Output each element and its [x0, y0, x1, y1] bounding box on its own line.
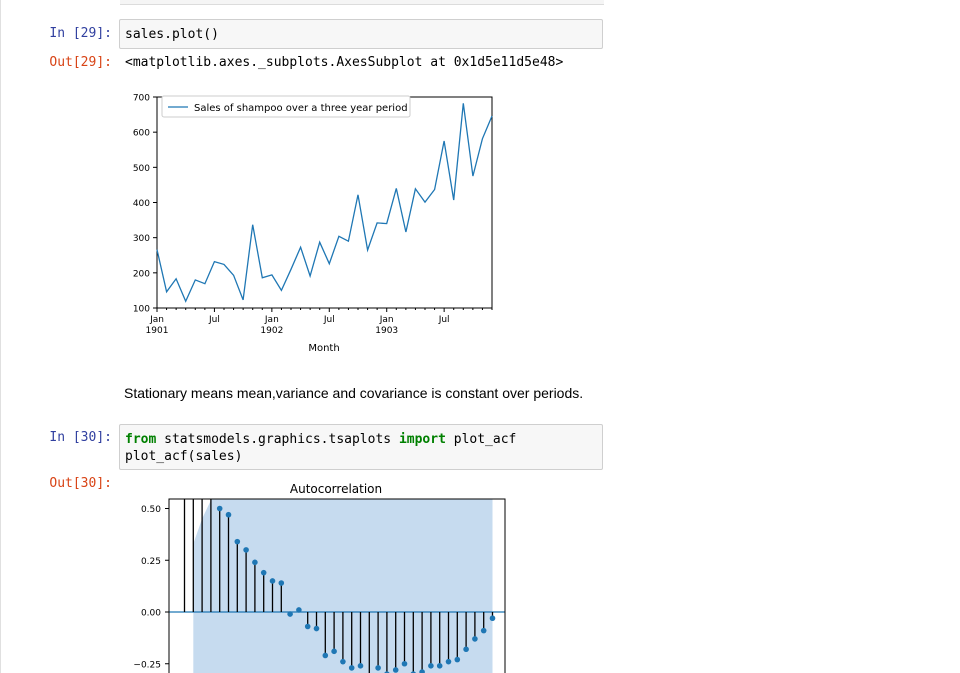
previous-cell-edge	[120, 0, 604, 5]
plot-area	[156, 96, 493, 309]
acf-marker	[472, 636, 478, 642]
acf-stem-chart: Autocorrelation 1.000.750.500.250.00−0.2…	[133, 482, 506, 673]
y-tick-label: 0.00	[141, 609, 161, 619]
x-tick-year: 1902	[260, 326, 283, 336]
legend: Sales of shampoo over a three year perio…	[161, 95, 411, 118]
acf-marker	[489, 615, 496, 622]
y-tick-label: 0.25	[141, 557, 161, 567]
acf-marker	[208, 485, 214, 491]
x-tick-label: Jan	[264, 315, 279, 325]
markdown-text: Stationary means mean,variance and covar…	[124, 385, 584, 401]
x-tick-label: Jan	[379, 315, 394, 325]
x-axis-label: Month	[308, 343, 339, 354]
y-tick-label: −0.25	[133, 660, 161, 670]
plot-area	[168, 498, 506, 673]
confidence-band	[193, 499, 493, 673]
acf-marker	[269, 578, 276, 584]
acf-marker	[304, 623, 311, 630]
acf-marker	[216, 505, 223, 512]
acf-marker	[428, 663, 434, 669]
import-name: plot_acf	[445, 432, 517, 447]
code-cell-30[interactable]: from statsmodels.graphics.tsaplots impor…	[119, 424, 603, 470]
code-line: sales.plot()	[125, 27, 219, 42]
in-prompt-30: In [30]:	[49, 430, 112, 445]
code-line-1: from statsmodels.graphics.tsaplots impor…	[125, 431, 602, 448]
y-tick-label: 100	[133, 305, 150, 315]
code-cell-29[interactable]: sales.plot()	[119, 19, 603, 49]
y-tick-label: 600	[133, 129, 150, 139]
x-tick-year: 1903	[375, 326, 398, 336]
acf-marker	[357, 663, 364, 669]
acf-marker	[252, 559, 258, 566]
acf-marker	[234, 538, 241, 545]
y-tick-label: 300	[133, 234, 150, 244]
keyword-import: import	[398, 432, 446, 447]
acf-marker	[348, 665, 355, 671]
acf-marker	[392, 667, 399, 673]
acf-marker	[419, 669, 425, 673]
acf-marker	[243, 547, 249, 553]
x-tick-label: Jul	[208, 315, 220, 325]
code-line-2: plot_acf(sales)	[125, 449, 243, 464]
acf-marker	[480, 627, 487, 634]
acf-marker	[260, 569, 267, 576]
output-repr-29: <matplotlib.axes._subplots.AxesSubplot a…	[125, 55, 564, 70]
y-tick-label: 0.50	[141, 505, 161, 515]
sales-series-line	[156, 103, 493, 303]
y-tick-label: 700	[133, 94, 150, 104]
acf-marker	[278, 580, 285, 586]
acf-marker	[313, 625, 320, 632]
acf-marker	[463, 646, 469, 653]
chart-title: Autocorrelation	[290, 482, 382, 496]
out-prompt-29: Out[29]:	[49, 55, 112, 70]
acf-marker	[375, 665, 381, 671]
y-tick-label: 500	[133, 164, 150, 174]
acf-marker	[340, 658, 346, 665]
x-tick-label: Jul	[323, 315, 335, 325]
in-prompt-29: In [29]:	[49, 26, 112, 41]
acf-marker	[331, 648, 337, 655]
acf-marker	[322, 652, 329, 659]
y-tick-label: 200	[133, 269, 150, 279]
acf-marker	[454, 656, 461, 663]
notebook-left-border	[0, 0, 1, 673]
module-path: statsmodels.graphics.tsaplots	[156, 432, 399, 447]
acf-marker	[287, 611, 293, 617]
x-tick-label: Jul	[438, 315, 450, 325]
acf-marker	[225, 511, 232, 518]
y-tick-label: 400	[133, 199, 150, 209]
x-tick-label: Jan	[149, 315, 164, 325]
x-tick-year: 1901	[146, 326, 169, 336]
acf-marker	[296, 607, 302, 613]
legend-box	[161, 95, 411, 118]
acf-marker	[436, 663, 443, 669]
keyword-from: from	[125, 432, 157, 447]
acf-marker	[401, 660, 408, 667]
legend-entry: Sales of shampoo over a three year perio…	[194, 103, 408, 114]
acf-marker	[445, 658, 452, 665]
out-prompt-30: Out[30]:	[49, 476, 112, 491]
